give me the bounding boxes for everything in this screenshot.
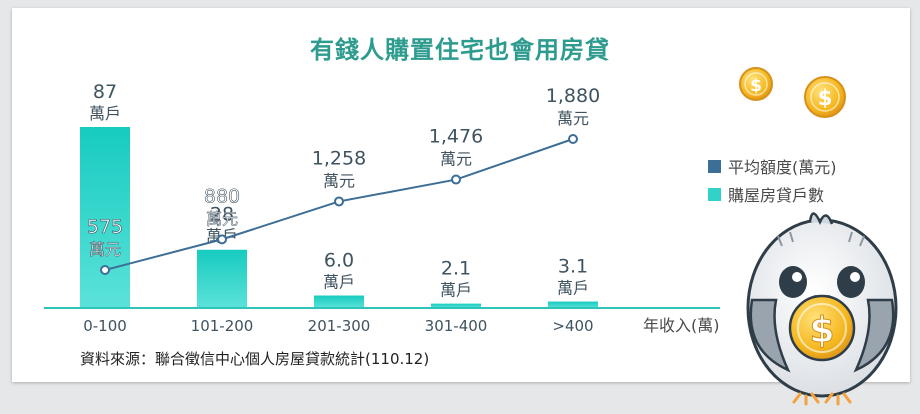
- line-unit-label: 萬元: [323, 171, 355, 190]
- bar-value-label: 6.0: [324, 250, 354, 272]
- line-value-label: 1,880: [546, 85, 600, 107]
- line-unit-label: 萬元: [206, 209, 238, 228]
- bar: [431, 303, 481, 308]
- line-unit-label: 萬元: [440, 150, 472, 169]
- line-value-label: 880: [204, 185, 240, 207]
- x-tick-label: 101-200: [191, 317, 254, 335]
- bar: [197, 249, 247, 308]
- line-point: [568, 134, 578, 144]
- line-point: [334, 196, 344, 207]
- bar-value-label: 28: [210, 204, 234, 226]
- line-point: [100, 265, 110, 275]
- legend-swatch-line: [708, 159, 721, 173]
- chart-title: 有錢人購置住宅也會用房貸: [310, 36, 610, 64]
- legend-label-bar: 購屋房貸戶數: [728, 186, 825, 205]
- bar-unit-label: 萬戶: [89, 104, 121, 123]
- bar: [548, 301, 598, 308]
- bar-unit-label: 萬戶: [323, 273, 355, 292]
- legend-swatch-bar: [708, 187, 721, 201]
- line-unit-label: 萬元: [557, 109, 589, 128]
- line-point: [217, 234, 227, 245]
- x-tick-label: 0-100: [83, 317, 127, 335]
- legend-item-bar: 購屋房貸戶數: [708, 180, 837, 208]
- x-axis-title: 年收入(萬): [643, 316, 720, 335]
- bar: [314, 295, 364, 308]
- bar-unit-label: 萬戶: [557, 279, 589, 298]
- bar: [80, 127, 130, 308]
- line-value-label: 1,258: [312, 147, 366, 169]
- legend-label-line: 平均額度(萬元): [728, 158, 837, 177]
- line-value-label: 575: [87, 216, 123, 238]
- line-unit-label: 萬元: [89, 240, 121, 259]
- legend-item-line: 平均額度(萬元): [708, 152, 837, 180]
- x-tick-label: 201-300: [308, 317, 371, 335]
- x-tick-label: >400: [552, 317, 593, 335]
- bar-value-label: 2.1: [441, 258, 471, 280]
- line-point: [451, 174, 461, 185]
- bar-value-label: 87: [93, 81, 117, 103]
- source-note: 資料來源：聯合徵信中心個人房屋貸款統計(110.12): [80, 350, 430, 368]
- bar-value-label: 3.1: [558, 256, 588, 278]
- x-tick-label: 301-400: [425, 317, 488, 335]
- line-value-label: 1,476: [429, 126, 483, 148]
- bar-unit-label: 萬戶: [440, 281, 472, 300]
- legend: 平均額度(萬元) 購屋房貸戶數: [708, 152, 837, 208]
